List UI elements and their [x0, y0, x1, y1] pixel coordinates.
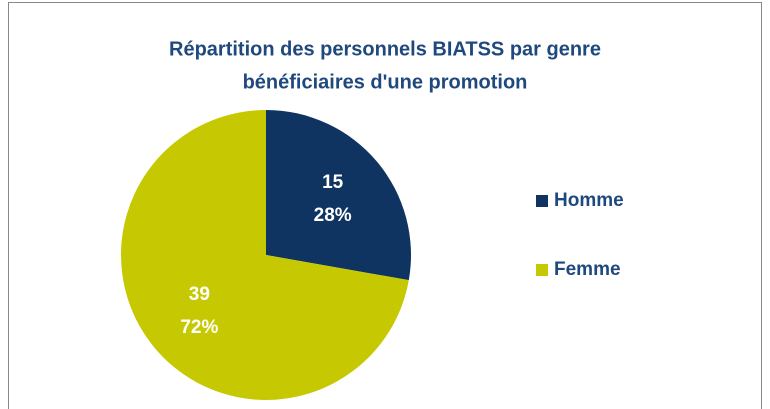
data-label: 39	[189, 284, 210, 305]
chart-title: Répartition des personnels BIATSS par ge…	[169, 38, 601, 60]
data-label: 15	[322, 172, 344, 193]
pie-slice	[266, 110, 411, 281]
percent-label: 28%	[314, 205, 352, 226]
legend-label: Homme	[554, 190, 624, 211]
chart-title: bénéficiaires d'une promotion	[243, 71, 528, 93]
legend-swatch	[536, 195, 548, 207]
pie-slice	[120, 110, 409, 401]
percent-label: 72%	[180, 317, 218, 338]
legend-label: Femme	[554, 259, 621, 280]
legend-swatch	[536, 264, 548, 276]
